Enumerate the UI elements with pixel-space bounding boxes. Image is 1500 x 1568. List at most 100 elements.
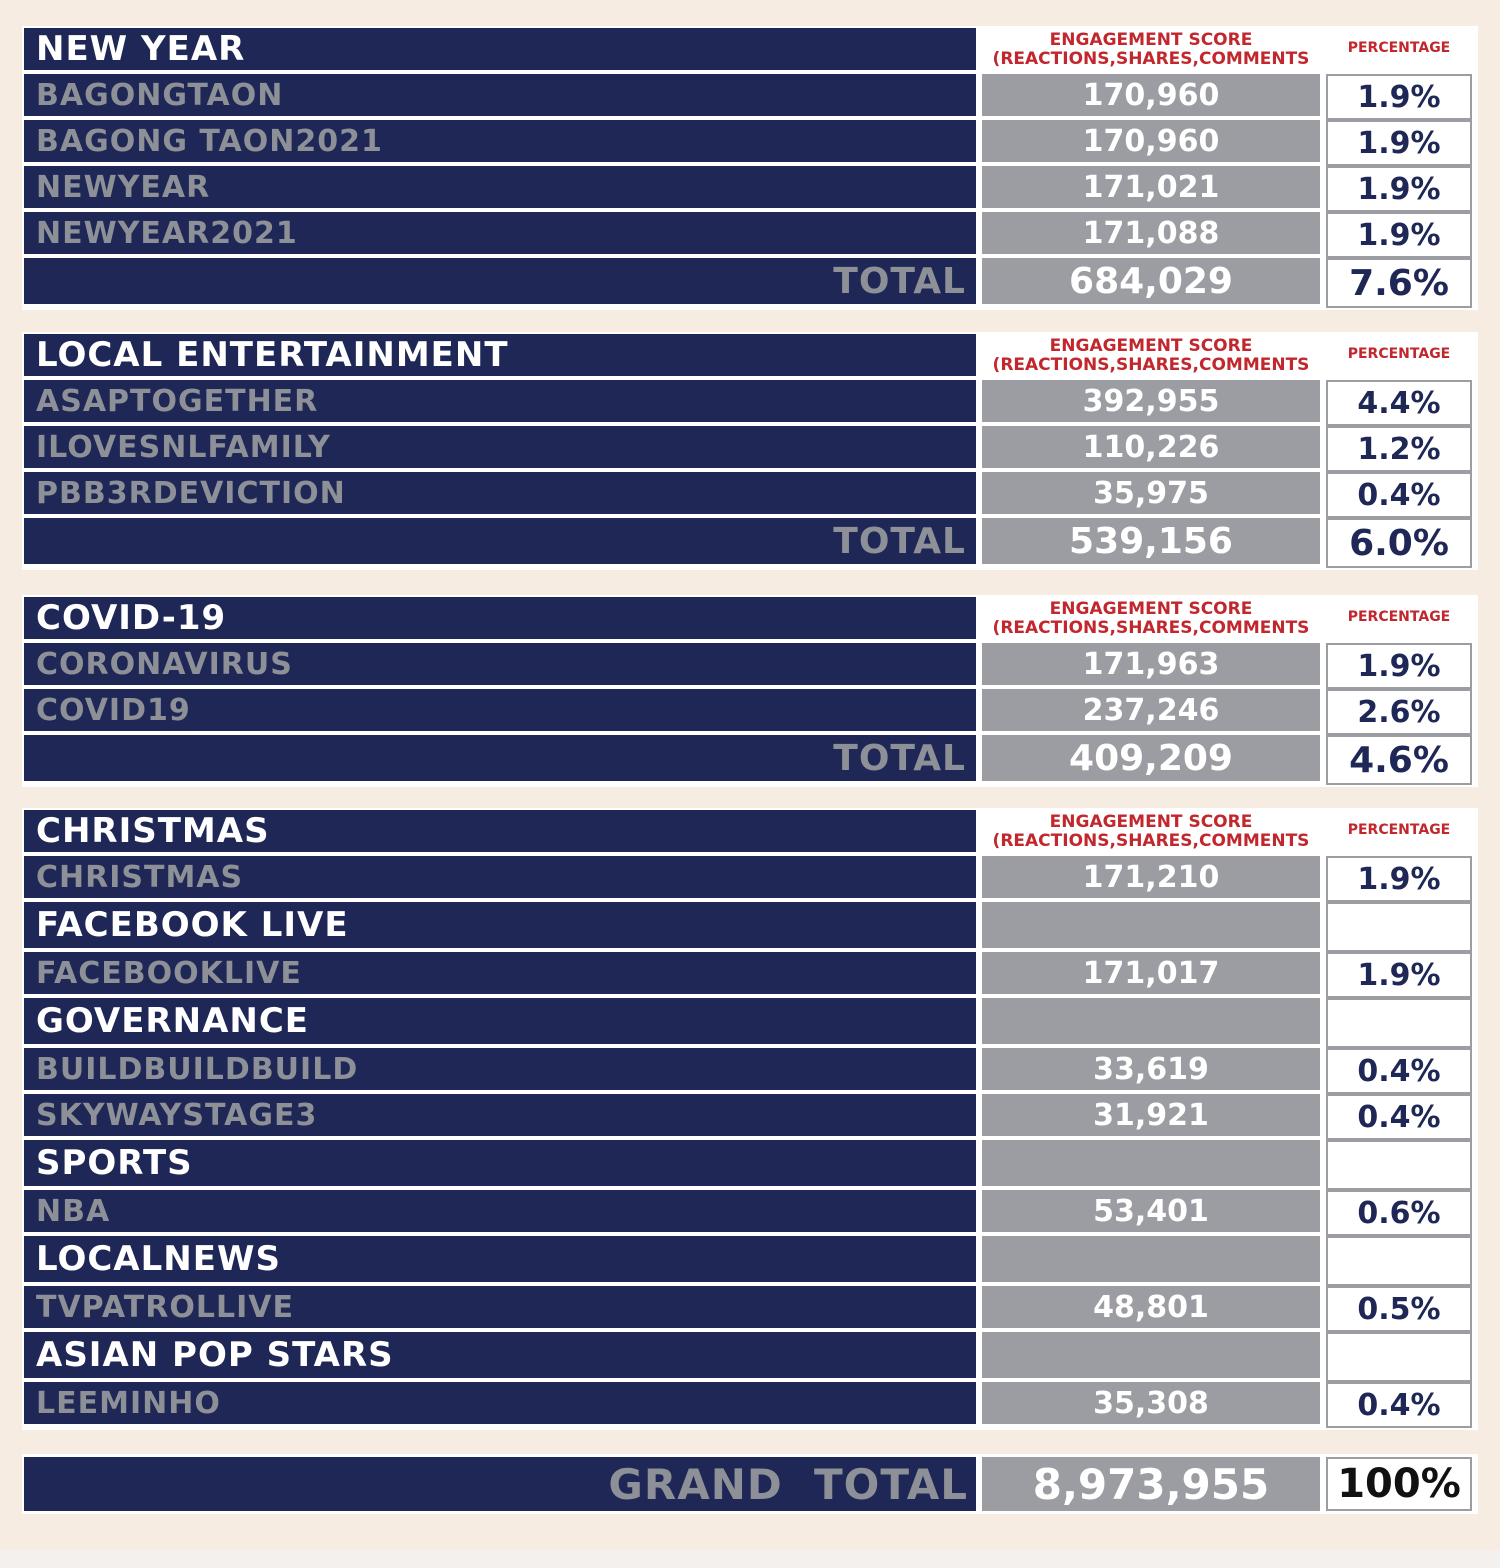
- section-title-christmas: CHRISTMAS: [24, 810, 976, 856]
- table-row: SKYWAYSTAGE3 31,921 0.4%: [24, 1094, 1476, 1140]
- score-header-line2: (REACTIONS,SHARES,COMMENTS: [992, 355, 1310, 375]
- hashtag-name: TVPATROLLIVE: [24, 1286, 976, 1332]
- hashtag-name: LEEMINHO: [24, 1382, 976, 1428]
- percentage-value: 1.9%: [1326, 120, 1472, 166]
- table-row: ASAPTOGETHER 392,955 4.4%: [24, 380, 1476, 426]
- engagement-score: 237,246: [982, 689, 1320, 735]
- score-header-line2: (REACTIONS,SHARES,COMMENTS: [992, 49, 1310, 69]
- table-row: NBA 53,401 0.6%: [24, 1190, 1476, 1236]
- hashtag-name: ASAPTOGETHER: [24, 380, 976, 426]
- percentage-value: 1.9%: [1326, 166, 1472, 212]
- total-row: TOTAL 409,209 4.6%: [24, 735, 1476, 785]
- score-header-line1: ENGAGEMENT SCORE: [1049, 599, 1253, 619]
- percentage-value: 1.9%: [1326, 856, 1472, 902]
- hashtag-name: SKYWAYSTAGE3: [24, 1094, 976, 1140]
- percentage-header: PERCENTAGE: [1326, 28, 1472, 74]
- table-row: ILOVESNLFAMILY 110,226 1.2%: [24, 426, 1476, 472]
- category-row: ASIAN POP STARS: [24, 1332, 1476, 1382]
- section-other-categories: CHRISTMAS ENGAGEMENT SCORE (REACTIONS,SH…: [22, 808, 1478, 1430]
- section-title: NEW YEAR: [24, 28, 976, 74]
- engagement-score: 53,401: [982, 1190, 1320, 1236]
- percentage-value: 2.6%: [1326, 689, 1472, 735]
- grand-total-row: GRAND TOTAL 8,973,955 100%: [22, 1454, 1478, 1514]
- percentage-value: 1.9%: [1326, 952, 1472, 998]
- hashtag-name: BUILDBUILDBUILD: [24, 1048, 976, 1094]
- section-title-localnews: LOCALNEWS: [24, 1236, 976, 1286]
- engagement-score: 33,619: [982, 1048, 1320, 1094]
- hashtag-name: NEWYEAR2021: [24, 212, 976, 258]
- hashtag-name: NEWYEAR: [24, 166, 976, 212]
- table-row: BAGONGTAON 170,960 1.9%: [24, 74, 1476, 120]
- empty-score: [982, 902, 1320, 952]
- engagement-score: 170,960: [982, 74, 1320, 120]
- engagement-score: 48,801: [982, 1286, 1320, 1332]
- hashtag-name: CORONAVIRUS: [24, 643, 976, 689]
- engagement-score: 35,975: [982, 472, 1320, 518]
- hashtag-name: BAGONGTAON: [24, 74, 976, 120]
- engagement-score: 392,955: [982, 380, 1320, 426]
- score-header: ENGAGEMENT SCORE (REACTIONS,SHARES,COMME…: [982, 334, 1320, 380]
- hashtag-name: BAGONG TAON2021: [24, 120, 976, 166]
- engagement-score: 170,960: [982, 120, 1320, 166]
- percentage-value: 0.4%: [1326, 1048, 1472, 1094]
- total-row: TOTAL 539,156 6.0%: [24, 518, 1476, 568]
- hashtag-name: ILOVESNLFAMILY: [24, 426, 976, 472]
- section-title-facebook-live: FACEBOOK LIVE: [24, 902, 976, 952]
- table-row: NEWYEAR2021 171,088 1.9%: [24, 212, 1476, 258]
- empty-percentage: [1326, 902, 1472, 952]
- table-row: PBB3RDEVICTION 35,975 0.4%: [24, 472, 1476, 518]
- section-title-asian-pop-stars: ASIAN POP STARS: [24, 1332, 976, 1382]
- category-row: FACEBOOK LIVE: [24, 902, 1476, 952]
- engagement-score: 171,088: [982, 212, 1320, 258]
- table-row: CHRISTMAS 171,210 1.9%: [24, 856, 1476, 902]
- hashtag-name: CHRISTMAS: [24, 856, 976, 902]
- grand-total-label: GRAND TOTAL: [24, 1457, 976, 1511]
- engagement-score: 110,226: [982, 426, 1320, 472]
- total-score: 539,156: [982, 518, 1320, 568]
- engagement-score: 171,963: [982, 643, 1320, 689]
- total-score: 409,209: [982, 735, 1320, 785]
- percentage-value: 4.4%: [1326, 380, 1472, 426]
- hashtag-name: COVID19: [24, 689, 976, 735]
- score-header: ENGAGEMENT SCORE (REACTIONS,SHARES,COMME…: [982, 810, 1320, 856]
- empty-score: [982, 1236, 1320, 1286]
- section-title: LOCAL ENTERTAINMENT: [24, 334, 976, 380]
- percentage-header: PERCENTAGE: [1326, 597, 1472, 643]
- grand-total-score: 8,973,955: [982, 1457, 1320, 1511]
- table-row: CORONAVIRUS 171,963 1.9%: [24, 643, 1476, 689]
- percentage-value: 0.4%: [1326, 1382, 1472, 1428]
- percentage-value: 1.2%: [1326, 426, 1472, 472]
- table-row: NEWYEAR 171,021 1.9%: [24, 166, 1476, 212]
- percentage-value: 0.4%: [1326, 1094, 1472, 1140]
- score-header-line1: ENGAGEMENT SCORE: [1049, 30, 1253, 50]
- table-row: LEEMINHO 35,308 0.4%: [24, 1382, 1476, 1428]
- score-header-line1: ENGAGEMENT SCORE: [1049, 812, 1253, 832]
- empty-score: [982, 998, 1320, 1048]
- section-title-governance: GOVERNANCE: [24, 998, 976, 1048]
- percentage-value: 0.5%: [1326, 1286, 1472, 1332]
- total-percentage: 6.0%: [1326, 518, 1472, 568]
- empty-percentage: [1326, 1236, 1472, 1286]
- section-title-sports: SPORTS: [24, 1140, 976, 1190]
- total-label: TOTAL: [24, 258, 976, 308]
- table-row: BAGONG TAON2021 170,960 1.9%: [24, 120, 1476, 166]
- bottom-strip: [0, 1550, 1500, 1568]
- category-row: SPORTS: [24, 1140, 1476, 1190]
- engagement-score: 31,921: [982, 1094, 1320, 1140]
- total-label: TOTAL: [24, 735, 976, 785]
- section-covid-19: COVID-19 ENGAGEMENT SCORE (REACTIONS,SHA…: [22, 595, 1478, 787]
- engagement-score: 171,017: [982, 952, 1320, 998]
- empty-score: [982, 1332, 1320, 1382]
- percentage-value: 0.4%: [1326, 472, 1472, 518]
- percentage-value: 1.9%: [1326, 643, 1472, 689]
- percentage-value: 0.6%: [1326, 1190, 1472, 1236]
- score-header: ENGAGEMENT SCORE (REACTIONS,SHARES,COMME…: [982, 597, 1320, 643]
- grand-total-percentage: 100%: [1326, 1457, 1472, 1511]
- total-percentage: 7.6%: [1326, 258, 1472, 308]
- table-row: BUILDBUILDBUILD 33,619 0.4%: [24, 1048, 1476, 1094]
- percentage-value: 1.9%: [1326, 212, 1472, 258]
- percentage-value: 1.9%: [1326, 74, 1472, 120]
- table-row: TVPATROLLIVE 48,801 0.5%: [24, 1286, 1476, 1332]
- section-new-year: NEW YEAR ENGAGEMENT SCORE (REACTIONS,SHA…: [22, 26, 1478, 310]
